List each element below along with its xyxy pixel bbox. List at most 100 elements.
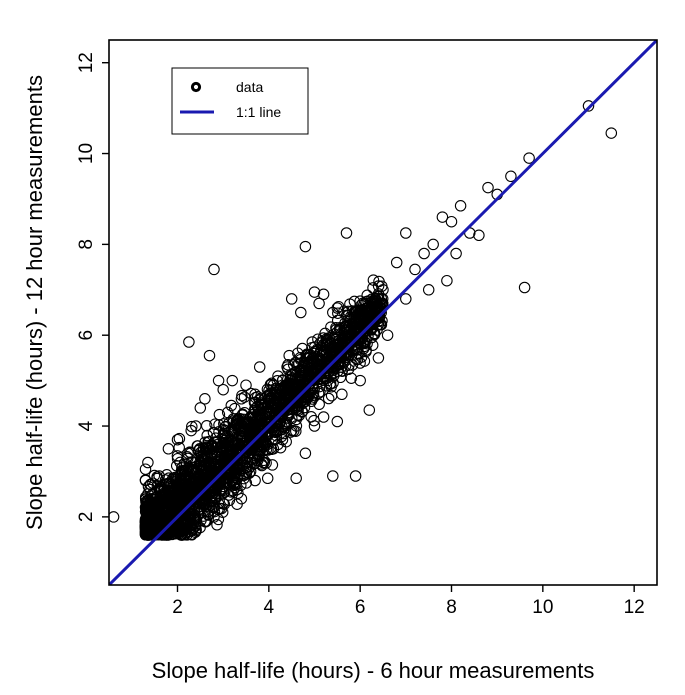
data-point xyxy=(345,329,357,341)
data-point xyxy=(372,352,385,364)
data-point xyxy=(172,513,184,526)
data-point xyxy=(198,493,211,506)
data-point xyxy=(192,440,204,452)
data-point xyxy=(180,515,192,528)
data-point xyxy=(290,472,302,485)
data-point xyxy=(207,426,220,439)
data-point xyxy=(213,408,226,421)
data-point xyxy=(151,501,164,513)
data-point xyxy=(284,426,297,438)
data-point xyxy=(286,412,298,425)
data-point xyxy=(317,411,330,423)
data-point xyxy=(148,469,161,482)
reference-line-layer xyxy=(109,40,657,585)
data-point xyxy=(283,349,295,362)
data-point xyxy=(261,472,274,485)
data-point xyxy=(225,399,238,412)
data-point xyxy=(238,469,250,482)
x-tick-label: 12 xyxy=(624,597,645,618)
data-point xyxy=(339,335,351,348)
data-point xyxy=(109,511,120,523)
data-point xyxy=(243,439,255,451)
data-point xyxy=(281,361,293,373)
data-point xyxy=(190,523,202,536)
data-point xyxy=(198,484,211,497)
data-point xyxy=(145,510,157,523)
y-tick-label: 6 xyxy=(76,330,97,341)
data-point xyxy=(206,439,218,452)
data-point xyxy=(358,340,371,353)
data-point xyxy=(239,442,252,454)
data-point xyxy=(400,293,412,305)
data-point xyxy=(195,497,208,509)
x-tick-label: 10 xyxy=(532,597,553,618)
data-point xyxy=(139,463,152,475)
data-point xyxy=(175,474,187,486)
data-point xyxy=(145,497,158,509)
data-point xyxy=(327,306,339,319)
data-point xyxy=(304,352,316,364)
data-point xyxy=(272,370,284,382)
data-point xyxy=(349,470,362,482)
one-to-one-line xyxy=(109,40,657,585)
data-point xyxy=(142,456,154,469)
data-point xyxy=(324,378,336,391)
data-point xyxy=(221,429,234,442)
data-point xyxy=(167,484,180,496)
data-point xyxy=(345,372,358,384)
data-point xyxy=(217,497,229,510)
x-axis: 2 4 6 8 10 12 xyxy=(172,585,645,618)
data-point xyxy=(349,306,362,319)
data-point xyxy=(173,432,186,445)
data-point xyxy=(235,393,248,405)
data-point xyxy=(276,374,289,387)
data-point xyxy=(262,444,274,456)
data-point xyxy=(322,392,335,405)
data-point xyxy=(253,361,266,373)
data-point xyxy=(178,458,191,470)
data-point xyxy=(174,511,186,523)
data-point xyxy=(244,411,257,423)
data-point xyxy=(224,456,236,469)
data-point xyxy=(294,365,306,377)
data-point xyxy=(183,336,195,348)
data-point xyxy=(354,295,366,307)
data-point xyxy=(245,456,258,469)
data-point xyxy=(139,474,152,487)
data-point xyxy=(180,483,193,496)
data-point xyxy=(299,447,312,460)
data-point xyxy=(400,227,412,239)
data-point xyxy=(263,406,275,419)
data-point xyxy=(204,444,217,456)
data-point xyxy=(153,470,165,482)
data-point xyxy=(295,306,307,319)
legend-symbol-data xyxy=(190,81,202,93)
data-points xyxy=(109,100,618,541)
data-point xyxy=(360,296,372,308)
data-point xyxy=(366,298,378,311)
legend: data 1:1 line xyxy=(171,67,309,135)
data-point xyxy=(186,507,198,520)
data-point xyxy=(203,462,216,474)
data-point xyxy=(331,415,344,428)
data-point xyxy=(436,211,449,223)
data-point xyxy=(222,473,234,485)
x-axis-title: Slope half-life (hours) - 6 hour measure… xyxy=(152,658,595,683)
data-point xyxy=(146,502,158,515)
data-point xyxy=(290,365,302,378)
data-point xyxy=(327,470,339,482)
data-point xyxy=(336,332,349,344)
data-point xyxy=(219,424,231,437)
data-point xyxy=(445,215,458,228)
data-point xyxy=(285,424,298,437)
data-point xyxy=(228,477,240,489)
data-point xyxy=(251,390,264,403)
data-point xyxy=(308,341,321,353)
data-point xyxy=(363,404,376,416)
data-point xyxy=(165,487,178,499)
data-point xyxy=(322,334,334,346)
data-point xyxy=(190,420,202,432)
data-point xyxy=(311,373,324,386)
data-point xyxy=(605,127,618,139)
